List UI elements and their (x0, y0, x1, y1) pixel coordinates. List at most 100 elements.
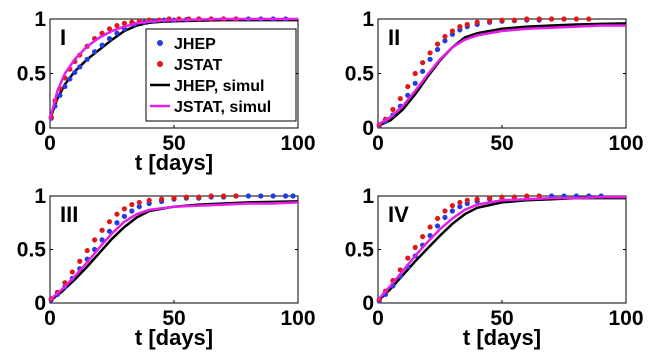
data-point-jstat (208, 193, 214, 199)
data-point-jstat (511, 194, 517, 200)
data-point-jhep (92, 49, 98, 55)
y-tick-label: 1 (362, 185, 374, 208)
x-tick-label: 50 (490, 307, 513, 330)
data-point-jstat (159, 196, 165, 202)
data-point-jstat (69, 269, 75, 275)
y-tick-label: 0 (362, 117, 374, 140)
chart-panel-2: 0 50 100 0 0.5 1 II (345, 8, 644, 155)
y-tick-label: 1 (34, 8, 46, 31)
data-point-jstat (434, 215, 441, 222)
x-axis-label: t [days] (135, 150, 213, 175)
data-point-jstat (412, 70, 418, 77)
data-point-jhep (258, 193, 264, 199)
data-point-jstat (536, 193, 542, 199)
data-point-jhep (57, 92, 63, 98)
data-point-jstat (129, 201, 135, 208)
series-line-jstat-simul (49, 201, 299, 301)
data-point-jhep (129, 208, 135, 214)
data-point-jhep (136, 204, 142, 210)
data-point-jhep (84, 56, 90, 62)
data-point-jstat (474, 196, 480, 202)
data-point-jstat (524, 193, 530, 199)
data-point-jstat (114, 22, 120, 29)
data-point-jhep (245, 193, 251, 199)
x-tick-label: 100 (608, 307, 643, 330)
data-point-jstat (77, 258, 83, 264)
data-point-jhep (442, 38, 448, 44)
data-point-jhep (412, 80, 418, 86)
data-point-jstat (549, 16, 555, 22)
data-point-jhep (457, 204, 463, 210)
data-point-jstat (434, 41, 441, 47)
legend-marker (157, 40, 163, 46)
data-point-jhep (99, 237, 105, 243)
data-point-jstat (524, 16, 530, 22)
data-point-jstat (499, 17, 505, 23)
chart-panel-4: 0 50 100 0 0.5 1 t [days] IV (345, 185, 644, 350)
data-point-jstat (99, 227, 105, 233)
series-line-jstat-simul (377, 195, 626, 301)
y-tick-label: 0.5 (17, 63, 47, 86)
panel-label: I (60, 25, 66, 50)
series-line-jstat-simul (377, 24, 626, 126)
data-point-jstat (114, 211, 120, 217)
data-point-jstat (420, 60, 426, 66)
data-point-jhep (449, 208, 455, 214)
data-point-jstat (464, 21, 470, 28)
data-point-jstat (121, 206, 127, 212)
data-point-jstat (221, 193, 227, 199)
x-axis-label: t [days] (135, 325, 213, 350)
data-point-jstat (427, 50, 433, 56)
data-point-jstat (457, 199, 463, 206)
data-point-jstat (92, 237, 98, 243)
y-tick-label: 0.5 (345, 239, 375, 262)
data-point-jhep (420, 68, 426, 74)
data-point-jstat (397, 95, 403, 102)
data-point-jstat (474, 19, 480, 25)
x-tick-label: 100 (280, 132, 315, 155)
y-tick-label: 1 (34, 185, 46, 208)
data-point-jhep (77, 64, 83, 70)
data-point-jhep (283, 193, 289, 199)
data-point-jstat (420, 234, 426, 240)
x-tick-label: 100 (280, 307, 315, 330)
data-point-jstat (427, 224, 433, 230)
data-point-jstat (146, 197, 152, 203)
data-point-jhep (72, 69, 78, 76)
data-point-jstat (449, 203, 455, 209)
data-point-jhep (121, 213, 127, 219)
x-tick-label: 50 (162, 307, 185, 330)
data-point-jstat (196, 194, 202, 200)
data-point-jstat (84, 247, 90, 254)
chart-panel-1: 0 50 100 0 0.5 1 t [days] I JHEP JSTAT JHEP, simul… (17, 8, 316, 175)
panel-label: II (388, 25, 400, 50)
data-point-jstat (573, 16, 580, 22)
data-point-jstat (233, 193, 239, 199)
legend-marker (157, 61, 163, 67)
x-tick-label: 50 (162, 132, 185, 155)
legend-label: JSTAT (174, 57, 223, 74)
x-tick-label: 0 (44, 132, 56, 155)
data-point-jstat (171, 195, 177, 201)
data-point-jstat (412, 244, 418, 250)
data-point-jstat (499, 194, 505, 200)
series-line-jstat-simul (48, 17, 298, 120)
data-point-jstat (487, 195, 493, 201)
y-tick-label: 0 (34, 117, 46, 140)
data-point-jhep (427, 56, 433, 62)
x-tick-label: 0 (44, 307, 56, 330)
data-point-jstat (487, 18, 493, 24)
data-point-jhep (106, 228, 113, 234)
data-point-jhep (290, 193, 296, 199)
x-tick-label: 100 (608, 132, 643, 155)
panel-label: III (60, 202, 78, 227)
data-point-jstat (457, 24, 463, 30)
legend-label: JHEP, simul (174, 78, 264, 95)
y-tick-label: 0.5 (17, 239, 47, 262)
data-point-jstat (536, 16, 542, 22)
data-point-jstat (405, 83, 411, 90)
data-point-jhep (114, 30, 120, 36)
data-point-jstat (121, 20, 127, 26)
legend-label: JHEP (174, 36, 216, 53)
